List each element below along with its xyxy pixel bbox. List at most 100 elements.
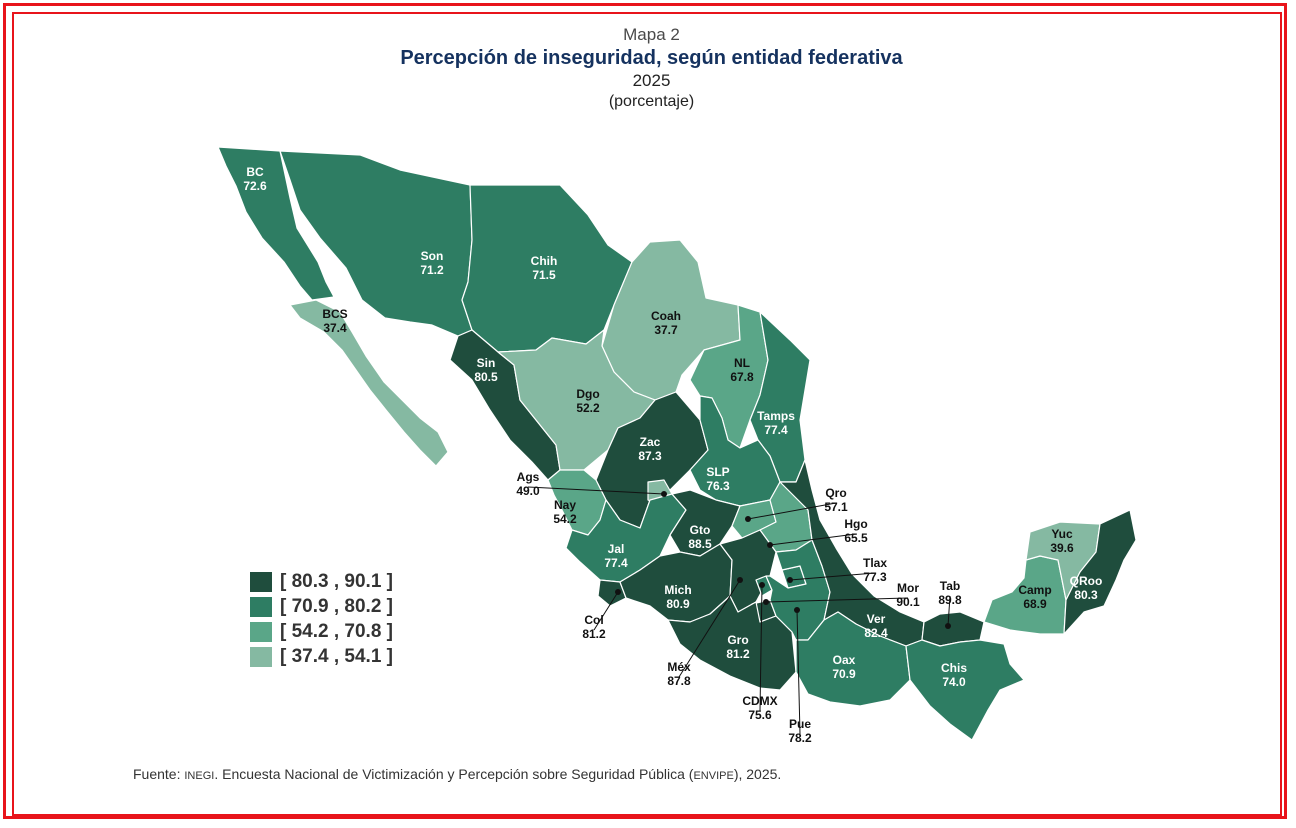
state-value-label: 39.6 xyxy=(1050,541,1074,555)
legend-label: [ 80.3 , 90.1 ] xyxy=(280,570,394,592)
legend-swatch xyxy=(250,646,272,667)
legend-swatch xyxy=(250,571,272,592)
state-abbr-label: Ver xyxy=(867,612,886,626)
legend-swatch xyxy=(250,621,272,642)
state-abbr-label: Col xyxy=(584,613,603,627)
state-value-label: 71.5 xyxy=(532,268,556,282)
state-abbr-label: Ags xyxy=(517,470,540,484)
source-prefix: Fuente: xyxy=(133,766,185,782)
state-value-label: 78.2 xyxy=(788,731,812,745)
state-bcs xyxy=(289,299,449,467)
state-abbr-label: Yuc xyxy=(1051,527,1073,541)
leader-line xyxy=(759,584,763,712)
state-son xyxy=(279,150,473,337)
state-abbr-label: Chis xyxy=(941,661,967,675)
state-abbr-label: Sin xyxy=(477,356,496,370)
state-value-label: 52.2 xyxy=(576,401,600,415)
map-number: Mapa 2 xyxy=(623,25,680,44)
state-abbr-label: BCS xyxy=(322,307,347,321)
state-value-label: 72.6 xyxy=(243,179,267,193)
state-col xyxy=(597,579,627,607)
state-value-label: 37.4 xyxy=(323,321,347,335)
map-year: 2025 xyxy=(632,71,671,90)
leader-line xyxy=(796,609,801,735)
state-value-label: 74.0 xyxy=(942,675,966,689)
state-abbr-label: Gro xyxy=(727,633,748,647)
state-abbr-label: Jal xyxy=(608,542,625,556)
state-value-label: 87.8 xyxy=(667,674,691,688)
state-abbr-label: Camp xyxy=(1018,583,1051,597)
state-qroo xyxy=(1063,509,1137,635)
state-value-label: 77.3 xyxy=(863,570,887,584)
state-value-label: 68.9 xyxy=(1023,597,1047,611)
state-abbr-label: Tab xyxy=(940,579,960,593)
state-abbr-label: Méx xyxy=(667,660,691,674)
legend-label: [ 54.2 , 70.8 ] xyxy=(280,620,394,642)
state-value-label: 88.5 xyxy=(688,537,712,551)
state-value-label: 87.3 xyxy=(638,449,662,463)
state-value-label: 76.3 xyxy=(706,479,730,493)
map-unit: (porcentaje) xyxy=(608,93,695,110)
state-value-label: 67.8 xyxy=(730,370,754,384)
state-value-label: 90.1 xyxy=(896,595,920,609)
legend-item: [ 70.9 , 80.2 ] xyxy=(250,594,393,619)
state-value-label: 80.5 xyxy=(474,370,498,384)
state-abbr-label: Son xyxy=(421,249,444,263)
state-chis xyxy=(905,639,1025,741)
leader-line xyxy=(527,486,665,495)
leader-line xyxy=(678,579,741,678)
leader-line xyxy=(789,572,876,581)
state-abbr-label: Mich xyxy=(664,583,691,597)
leader-lines xyxy=(527,486,951,735)
leader-line xyxy=(593,591,619,631)
state-abbr-label: BC xyxy=(246,165,264,179)
leader-dot xyxy=(787,577,793,583)
state-value-label: 81.2 xyxy=(726,647,750,661)
leader-dot xyxy=(794,607,800,613)
state-value-label: 49.0 xyxy=(516,484,540,498)
state-shapes xyxy=(217,146,1137,741)
state-abbr-label: Gto xyxy=(690,523,711,537)
state-abbr-label: CDMX xyxy=(742,694,777,708)
source-acronym: ENVIPE xyxy=(693,770,734,782)
leader-dot xyxy=(737,577,743,583)
state-abbr-label: Hgo xyxy=(844,517,867,531)
state-bc xyxy=(217,146,335,301)
leader-dot xyxy=(945,623,951,629)
state-abbr-label: Oax xyxy=(833,653,856,667)
leader-line xyxy=(765,597,909,603)
state-value-label: 81.2 xyxy=(582,627,606,641)
state-value-label: 80.3 xyxy=(1074,588,1098,602)
legend: [ 80.3 , 90.1 ] [ 70.9 , 80.2 ] [ 54.2 ,… xyxy=(250,569,393,669)
legend-item: [ 54.2 , 70.8 ] xyxy=(250,619,393,644)
leader-line xyxy=(769,533,857,546)
leader-dot xyxy=(763,599,769,605)
state-value-label: 77.4 xyxy=(604,556,628,570)
leader-line xyxy=(947,595,951,627)
state-value-label: 54.2 xyxy=(553,512,577,526)
source-note: Fuente: INEGI. Encuesta Nacional de Vict… xyxy=(133,766,781,782)
leader-line xyxy=(747,502,837,520)
state-abbr-label: Nay xyxy=(554,498,576,512)
state-abbr-label: Dgo xyxy=(576,387,599,401)
state-value-label: 65.5 xyxy=(844,531,868,545)
state-value-label: 70.9 xyxy=(832,667,856,681)
leader-dot xyxy=(767,542,773,548)
state-abbr-label: Pue xyxy=(789,717,811,731)
state-value-label: 82.4 xyxy=(864,626,888,640)
legend-label: [ 37.4 , 54.1 ] xyxy=(280,645,394,667)
state-value-label: 57.1 xyxy=(824,500,848,514)
state-abbr-label: QRoo xyxy=(1070,574,1103,588)
state-abbr-label: NL xyxy=(734,356,750,370)
title-block: Mapa 2 Percepción de inseguridad, según … xyxy=(0,24,1296,112)
inner-frame xyxy=(12,12,1282,816)
state-abbr-label: Tamps xyxy=(757,409,795,423)
source-text-2: ), 2025. xyxy=(733,766,782,782)
legend-item: [ 37.4 , 54.1 ] xyxy=(250,644,393,669)
state-abbr-label: Coah xyxy=(651,309,681,323)
leader-dot xyxy=(745,516,751,522)
leader-dot xyxy=(759,582,765,588)
legend-label: [ 70.9 , 80.2 ] xyxy=(280,595,394,617)
